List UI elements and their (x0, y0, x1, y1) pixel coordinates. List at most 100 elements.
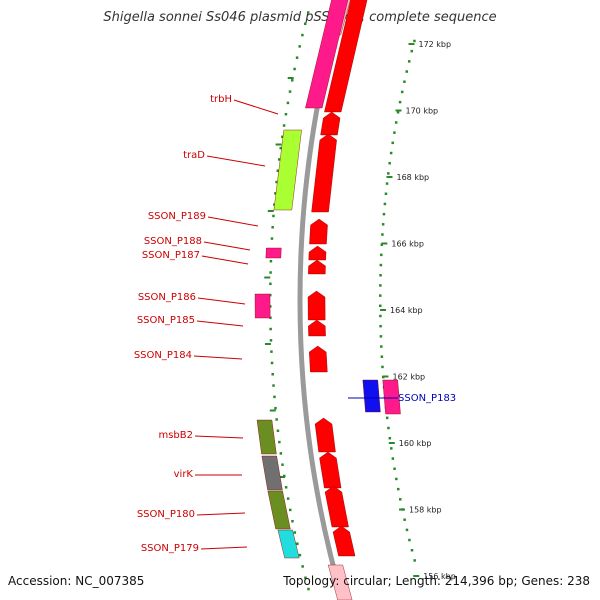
gene-feature-grey[interactable] (261, 455, 283, 491)
inner-ruler-dot (284, 112, 288, 116)
leader-line (197, 297, 246, 305)
inner-ruler-dot (274, 192, 277, 195)
gene-label[interactable]: SSON_P180 (137, 509, 195, 520)
outer-ruler-dot (385, 416, 389, 420)
gene-label[interactable]: SSON_P185 (137, 315, 195, 326)
outer-ruler-dot (381, 365, 384, 369)
inner-ruler-dot (307, 587, 310, 591)
inner-ruler-dot (293, 67, 296, 71)
inner-ruler-dot (279, 146, 282, 150)
gene-feature-lime[interactable] (273, 129, 302, 211)
gene-feature-red[interactable] (324, 485, 349, 528)
outer-ruler-dot (387, 172, 390, 175)
inner-ruler-dot (271, 226, 274, 229)
gene-label[interactable]: SSON_P187 (142, 250, 200, 261)
gene-feature-magenta[interactable] (254, 293, 271, 319)
gene-feature-magenta[interactable] (265, 247, 282, 259)
gene-features (254, 0, 401, 600)
gene-feature-red[interactable] (308, 259, 326, 275)
ruler-tick-label: 166 kbp (391, 240, 424, 249)
gene-feature-red[interactable] (320, 111, 341, 136)
gene-label[interactable]: SSON_P186 (138, 292, 196, 303)
inner-ruler-dot (276, 429, 280, 433)
gene-feature-red[interactable] (307, 290, 326, 321)
gene-label[interactable]: SSON_P188 (144, 236, 202, 247)
gene-feature-red[interactable] (311, 133, 337, 213)
topology-summary: Topology: circular; Length: 214,396 bp; … (283, 574, 590, 588)
inner-ruler-dot (269, 339, 273, 342)
inner-ruler-dot (288, 508, 292, 512)
gene-feature-cyan[interactable] (277, 529, 300, 559)
gene-feature-magenta[interactable] (305, 0, 350, 109)
leader-line (207, 216, 259, 227)
gene-label[interactable]: msbB2 (158, 430, 193, 441)
inner-ruler-dot (274, 406, 277, 410)
outer-ruler-dot (391, 141, 394, 145)
gene-label[interactable]: SSON_P189 (148, 211, 206, 222)
gene-feature-olive[interactable] (256, 419, 277, 455)
gene-feature-blue[interactable] (362, 379, 381, 413)
inner-ruler-dot (298, 553, 302, 557)
inner-ruler-dot (288, 90, 292, 93)
inner-ruler-dot (272, 384, 275, 387)
inner-ruler-dot (275, 418, 278, 421)
ruler-tick-label: 170 kbp (406, 107, 439, 116)
outer-ruler-dot (383, 202, 387, 206)
gene-feature-red[interactable] (319, 451, 342, 489)
inner-ruler-dot (304, 576, 307, 579)
gene-feature-red[interactable] (308, 245, 327, 261)
gene-feature-pink[interactable] (327, 564, 353, 600)
outer-ruler-dot (405, 70, 409, 73)
gene-feature-red[interactable] (332, 525, 356, 557)
outer-ruler-dot (379, 274, 382, 277)
outer-ruler-dot (380, 243, 384, 246)
gene-feature-red[interactable] (308, 319, 326, 337)
outer-ruler-dot (390, 447, 393, 450)
leader-line (206, 155, 266, 167)
outer-ruler-dot (399, 498, 402, 501)
outer-ruler-dot (381, 233, 384, 236)
inner-ruler-dot (286, 497, 290, 500)
gene-label[interactable]: traD (183, 150, 205, 161)
outer-ruler-dot (403, 80, 406, 83)
inner-ruler-dot (298, 45, 301, 48)
inner-ruler-dot (301, 33, 304, 37)
ruler-tick-label: 156 kbp (423, 572, 456, 581)
inner-ruler-dot (276, 169, 280, 172)
gene-label[interactable]: SSON_P179 (141, 543, 199, 554)
gene-label[interactable]: SSON_P183 (398, 393, 456, 404)
gene-feature-red[interactable] (309, 345, 328, 373)
inner-ruler-dot (295, 56, 299, 59)
gene-feature-red[interactable] (309, 218, 328, 245)
outer-ruler-dot (380, 355, 384, 358)
outer-ruler-dot (382, 212, 386, 216)
outer-ruler-dot (407, 60, 411, 63)
outer-ruler-dot (379, 294, 382, 297)
inner-ruler-dot (271, 373, 274, 376)
gene-label[interactable]: virK (174, 469, 194, 480)
outer-ruler-dot (380, 253, 383, 257)
gene-feature-red[interactable] (324, 0, 369, 113)
outer-ruler-dot (381, 223, 385, 226)
inner-ruler-dot (279, 452, 283, 455)
leader-line (203, 241, 251, 251)
outer-ruler-dot (379, 335, 383, 338)
inner-ruler-dot (278, 440, 281, 444)
outer-ruler-dot (385, 182, 389, 185)
outer-ruler-dot (379, 314, 382, 318)
inner-ruler-dot (286, 101, 290, 105)
ruler-tick-label: 172 kbp (418, 40, 451, 49)
outer-ruler-dot (410, 49, 414, 53)
gene-feature-red[interactable] (314, 417, 336, 453)
gene-feature-olive[interactable] (267, 490, 291, 530)
gene-labels: trbH traD SSON_P189 SSON_P188 SSON_P187 SSON_… (134, 94, 456, 554)
gene-feature-magenta[interactable] (382, 379, 401, 415)
gene-label[interactable]: SSON_P184 (134, 350, 192, 361)
inner-ruler-dot (282, 124, 286, 127)
outer-ruler-dot (413, 559, 416, 562)
gene-label[interactable]: trbH (210, 94, 232, 105)
inner-ruler-dot (269, 316, 272, 319)
outer-ruler-dot (379, 263, 383, 267)
inner-ruler-dot (269, 271, 272, 274)
inner-ruler-dot (306, 11, 310, 14)
